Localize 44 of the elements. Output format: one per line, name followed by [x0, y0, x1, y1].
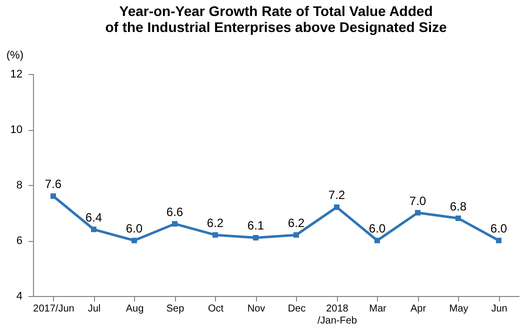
x-tick-label: Jul — [88, 304, 101, 314]
point — [456, 216, 461, 222]
x-tick-label: Dec — [288, 304, 306, 314]
point — [132, 238, 137, 244]
data-label: 6.2 — [288, 216, 305, 230]
point — [50, 193, 56, 199]
text: of the Industrial Enterprises above Designated Size — [105, 19, 447, 35]
data-label: 6.8 — [450, 199, 467, 214]
data-label: 6.2 — [206, 216, 224, 230]
point — [496, 238, 502, 244]
data-label: 7.0 — [409, 194, 426, 208]
data-label: 6.0 — [368, 222, 386, 236]
y-tick-label: 6 — [16, 235, 22, 247]
point — [294, 232, 299, 238]
x-tick-label: Nov — [247, 304, 266, 314]
point — [334, 204, 340, 210]
point — [415, 210, 420, 216]
data-label: 6.1 — [247, 218, 264, 233]
data-label: 6.4 — [85, 210, 102, 224]
x-tick-label: Sep — [166, 304, 185, 314]
x-tick-label: Mar — [369, 304, 388, 314]
x-tick-label: Apr — [410, 304, 427, 314]
x-tick-label: 2018 /Jan-Feb — [318, 304, 358, 326]
y-tick-label: 4 — [16, 290, 22, 302]
data-label: 6.0 — [126, 222, 143, 236]
point — [253, 234, 258, 240]
data-label: 7.6 — [44, 177, 62, 192]
data-label: 7.2 — [328, 188, 346, 202]
y-tick-label: 8 — [16, 180, 22, 192]
point — [172, 221, 178, 227]
text: Year-on-Year Growth Rate of Total Value Added — [119, 3, 433, 19]
data-label: 6.0 — [490, 222, 508, 236]
y-axis-title: (%) — [6, 50, 24, 62]
point — [91, 226, 96, 232]
data-label: 6.6 — [166, 204, 184, 219]
point — [374, 238, 380, 244]
x-tick-label: May — [449, 304, 468, 314]
x-tick-label: Jun — [491, 304, 508, 314]
x-tick-label: 2017/Jun — [33, 304, 74, 314]
y-tick-label: 10 — [10, 124, 22, 136]
y-tick-label: 12 — [10, 68, 22, 80]
point — [212, 232, 218, 238]
x-tick-label: Aug — [126, 304, 144, 314]
x-tick-label: Oct — [208, 304, 224, 314]
